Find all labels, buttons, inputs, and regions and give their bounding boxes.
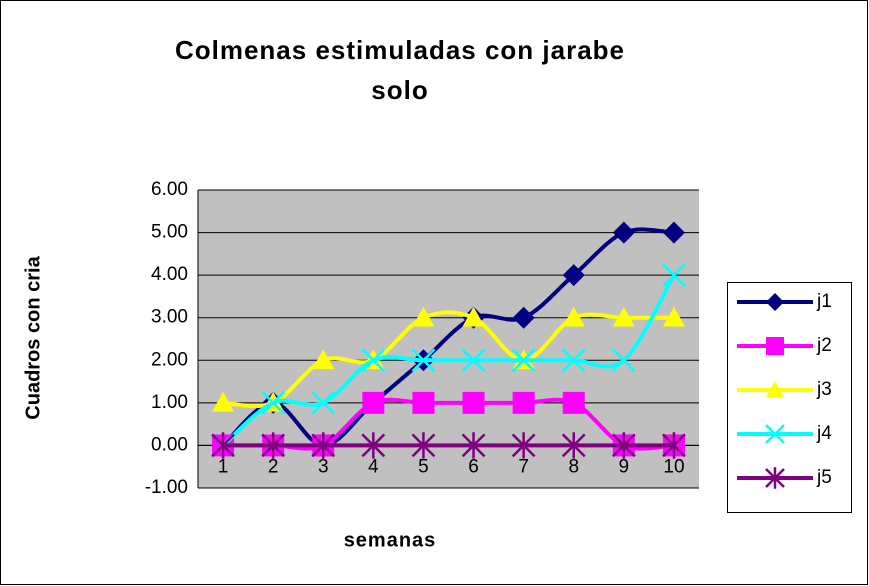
series-line xyxy=(222,310,674,408)
marker xyxy=(211,432,235,459)
x-tick-label: 5 xyxy=(418,456,429,477)
y-tick-label: 2.00 xyxy=(151,349,188,370)
y-tick-label: 5.00 xyxy=(151,222,188,243)
marker xyxy=(512,391,535,414)
legend-label: j4 xyxy=(816,423,832,444)
marker xyxy=(411,432,436,459)
marker xyxy=(212,391,235,412)
marker xyxy=(461,432,486,459)
x-tick-label: 4 xyxy=(368,456,379,477)
x-tick-label: 1 xyxy=(218,456,229,477)
marker xyxy=(261,390,286,415)
marker xyxy=(412,391,435,414)
marker xyxy=(612,306,635,327)
marker xyxy=(562,391,585,414)
y-tick-label: 0.00 xyxy=(151,434,188,455)
legend-box xyxy=(727,282,852,513)
legend-marker xyxy=(766,293,784,311)
y-tick-label: 6.00 xyxy=(151,179,188,200)
marker xyxy=(561,348,586,373)
y-axis-label: Cuadros con cria xyxy=(22,255,44,419)
series-line xyxy=(221,227,675,448)
marker xyxy=(562,306,585,327)
x-axis-label: semanas xyxy=(344,529,437,551)
marker xyxy=(611,348,636,373)
marker xyxy=(512,306,535,329)
marker xyxy=(362,391,385,414)
marker xyxy=(662,306,685,327)
marker xyxy=(511,432,536,459)
legend-label: j1 xyxy=(816,291,832,312)
marker xyxy=(461,348,486,373)
marker xyxy=(511,348,536,373)
legend-label: j5 xyxy=(816,467,832,488)
legend-marker xyxy=(766,381,784,398)
marker xyxy=(612,221,635,244)
y-tick-label: -1.00 xyxy=(145,477,188,498)
legend-marker xyxy=(766,337,784,355)
series-line xyxy=(221,274,676,447)
chart-title: Colmenas estimuladas con jarabe solo xyxy=(174,35,626,105)
y-tick-label: 4.00 xyxy=(151,264,188,285)
x-tick-label: 7 xyxy=(518,456,529,477)
legend-marker xyxy=(765,424,785,444)
y-tick-label: 1.00 xyxy=(151,392,188,413)
marker xyxy=(412,306,435,327)
marker xyxy=(662,432,686,459)
marker xyxy=(312,349,335,370)
x-tick-label: 8 xyxy=(568,456,579,477)
marker xyxy=(662,221,685,244)
marker xyxy=(462,391,485,414)
marker xyxy=(662,263,686,288)
marker xyxy=(562,264,585,287)
marker xyxy=(311,390,336,415)
x-tick-label: 2 xyxy=(268,456,279,477)
x-tick-label: 10 xyxy=(663,456,684,477)
legend-marker xyxy=(765,467,785,489)
marker xyxy=(411,348,436,373)
marker xyxy=(261,432,286,459)
y-tick-label: 3.00 xyxy=(151,307,188,328)
marker xyxy=(561,432,586,459)
series xyxy=(211,432,686,459)
marker xyxy=(611,432,636,459)
x-tick-label: 3 xyxy=(318,456,329,477)
marker xyxy=(462,306,485,327)
marker xyxy=(361,348,386,373)
series-line xyxy=(223,397,675,451)
legend-label: j2 xyxy=(816,335,832,356)
x-tick-label: 6 xyxy=(468,456,479,477)
legend-label: j3 xyxy=(816,379,832,400)
x-tick-label: 9 xyxy=(619,456,630,477)
marker xyxy=(361,432,386,459)
marker xyxy=(311,432,336,459)
